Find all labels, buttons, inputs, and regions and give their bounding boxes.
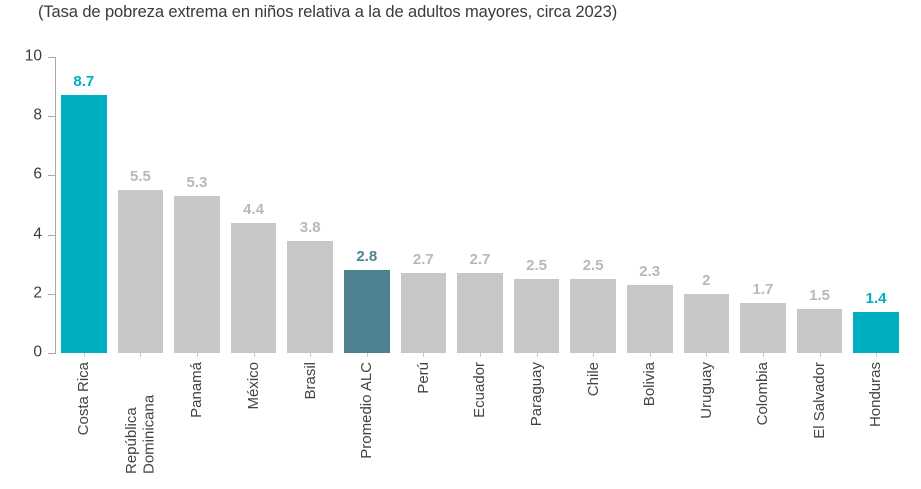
- x-axis-label: Ecuador: [471, 362, 489, 418]
- bar: [683, 294, 730, 353]
- x-axis-tick: [876, 353, 878, 357]
- bar-group: 1.5 El Salvador: [796, 57, 843, 439]
- x-axis-label: Brasil: [301, 362, 319, 400]
- bar-value-label: 1.4: [865, 290, 887, 307]
- bar-group: 2.5 Chile: [570, 57, 616, 396]
- x-axis-label: El Salvador: [810, 362, 828, 439]
- bar-value-label: 3.8: [299, 219, 321, 236]
- x-axis-tick: [536, 353, 538, 357]
- bar: [174, 196, 220, 353]
- bars: 8.7 Costa Rica 5.5 República Dominicana 5.3 P…: [61, 57, 899, 474]
- bar-group: 2 Uruguay: [683, 57, 730, 419]
- y-axis-tick: [48, 175, 55, 176]
- bar-group: 2.5 Paraguay: [513, 57, 560, 426]
- x-axis-label: Bolivia: [641, 362, 659, 407]
- x-axis-tick: [83, 353, 85, 357]
- x-axis-tick: [649, 353, 651, 357]
- y-axis-tick: [48, 116, 55, 117]
- bar-value-label: 2.7: [469, 251, 491, 268]
- x-axis-tick: [819, 353, 821, 357]
- bar: [853, 312, 899, 353]
- y-axis-tick-label: 0: [33, 343, 42, 361]
- y-axis-tick-label: 10: [24, 47, 42, 65]
- bar-value-label: 1.7: [752, 281, 774, 298]
- x-axis-tick: [366, 353, 368, 357]
- x-axis-label: Costa Rica: [75, 362, 93, 436]
- y-axis-tick-label: 6: [33, 165, 42, 183]
- bar-value-label: 5.3: [186, 174, 208, 191]
- x-axis-label: Promedio ALC: [358, 362, 376, 459]
- bar-group: 4.4 México: [230, 57, 277, 410]
- bar-group: 3.8 Brasil: [287, 57, 333, 400]
- bar: [796, 309, 843, 353]
- bar: [457, 273, 503, 353]
- bar: [513, 279, 560, 353]
- y-axis-tick: [48, 57, 55, 58]
- bar-value-label: 8.7: [73, 73, 95, 90]
- bar: [287, 241, 333, 353]
- bar: [61, 95, 107, 353]
- x-axis-tick: [762, 353, 764, 357]
- x-axis-tick: [196, 353, 198, 357]
- x-axis-tick: [310, 353, 312, 357]
- bar-group: 1.4 Honduras: [853, 57, 899, 427]
- bar-value-label: 2.7: [412, 251, 434, 268]
- x-axis-tick: [253, 353, 255, 357]
- bar-value-label: 4.4: [243, 201, 264, 218]
- bar-group: 1.7 Colombia: [740, 57, 786, 425]
- bar: [626, 285, 673, 353]
- y-axis-tick: [48, 353, 55, 354]
- bar-group: 2.7 Ecuador: [457, 57, 503, 418]
- y-axis-line: [55, 57, 56, 354]
- y-axis-tick-label: 8: [33, 106, 42, 124]
- bar-group: 2.7 Perú: [400, 57, 447, 394]
- x-axis-label: Honduras: [867, 362, 885, 428]
- bar-value-label: 2.8: [356, 248, 378, 265]
- x-axis-label: Panamá: [188, 362, 206, 418]
- x-axis-tick: [593, 353, 595, 357]
- x-axis-label: Uruguay: [697, 362, 715, 419]
- bar-value-label: 2.3: [639, 263, 661, 280]
- bar-value-label: 2.5: [526, 257, 547, 274]
- plot-area: 0 2 4 6 8 10 8.7 Costa Rica 5.5 República Domini…: [25, 48, 905, 474]
- x-axis-tick: [140, 353, 142, 357]
- x-axis-label: México: [244, 362, 262, 410]
- bar-group: 2.3 Bolivia: [626, 57, 673, 406]
- y-axis-tick-label: 2: [33, 284, 42, 302]
- x-axis-label: República Dominicana: [123, 394, 158, 474]
- y-axis-tick-label: 4: [33, 225, 42, 243]
- bar: [570, 279, 616, 353]
- bar-value-label: 2.5: [582, 257, 604, 274]
- x-axis-label: Colombia: [754, 362, 772, 426]
- bar: [400, 273, 447, 353]
- x-axis-tick: [706, 353, 708, 357]
- bar-group: 8.7 Costa Rica: [61, 57, 107, 435]
- bar-group: 2.8 Promedio ALC: [343, 57, 390, 459]
- bar-value-label: 2: [702, 272, 711, 289]
- x-axis-tick: [423, 353, 425, 357]
- bar-group: 5.3 Panamá: [174, 57, 220, 418]
- bar: [343, 270, 390, 353]
- bar: [740, 303, 786, 353]
- x-axis-tick: [479, 353, 481, 357]
- y-axis-tick: [48, 294, 55, 295]
- bar: [117, 190, 164, 353]
- bar: [230, 223, 277, 353]
- x-axis-label: Paraguay: [527, 362, 545, 427]
- x-axis-label: Perú: [414, 362, 432, 394]
- chart-title: (Tasa de pobreza extrema en niños relati…: [38, 3, 618, 21]
- bar-value-label: 5.5: [129, 168, 151, 185]
- x-axis-label: Chile: [584, 362, 602, 397]
- bar-value-label: 1.5: [809, 287, 830, 304]
- y-axis-tick: [48, 235, 55, 236]
- bar-group: 5.5 República Dominicana: [117, 57, 164, 474]
